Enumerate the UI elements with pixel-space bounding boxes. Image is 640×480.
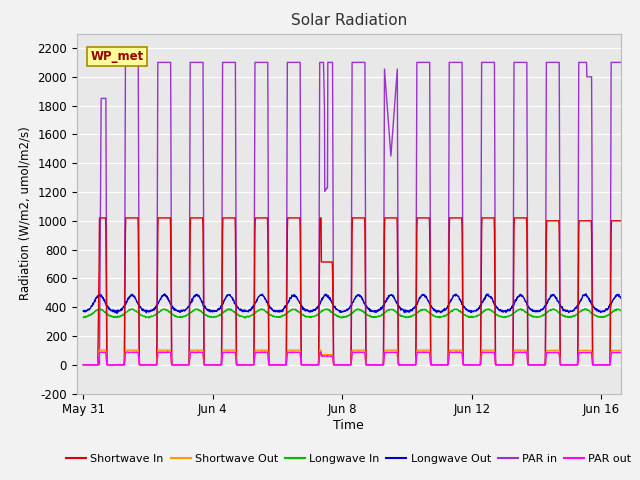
- Y-axis label: Radiation (W/m2, umol/m2/s): Radiation (W/m2, umol/m2/s): [19, 127, 32, 300]
- Text: WP_met: WP_met: [90, 50, 143, 63]
- X-axis label: Time: Time: [333, 419, 364, 432]
- Title: Solar Radiation: Solar Radiation: [291, 13, 407, 28]
- Legend: Shortwave In, Shortwave Out, Longwave In, Longwave Out, PAR in, PAR out: Shortwave In, Shortwave Out, Longwave In…: [61, 450, 636, 468]
